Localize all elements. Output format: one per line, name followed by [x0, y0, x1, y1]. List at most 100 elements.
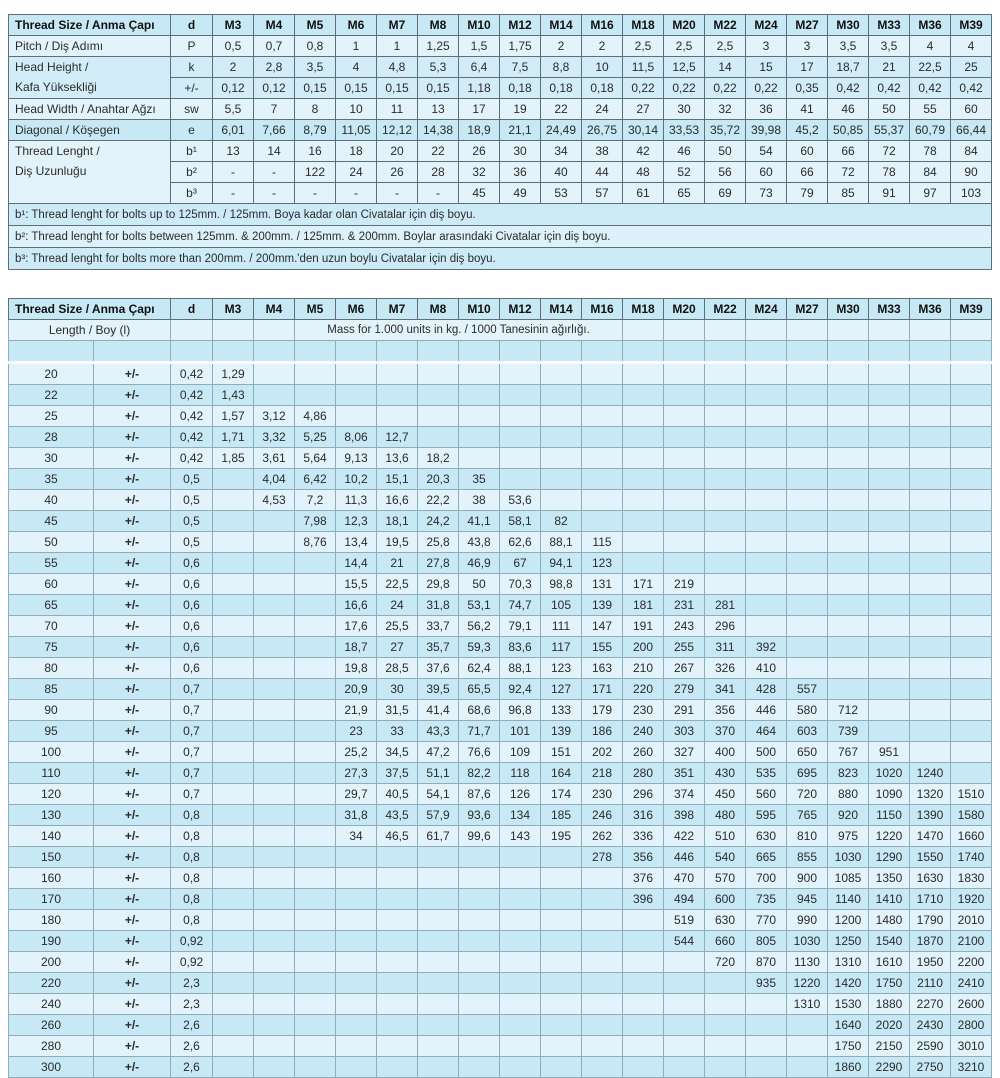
mass-value-cell: 147	[581, 615, 623, 637]
spec-value-cell: 60	[786, 140, 828, 162]
mass-value-cell	[499, 909, 541, 931]
mass-value-cell: 31,5	[376, 699, 418, 721]
mass-value-cell	[827, 340, 869, 364]
d-cell: 0,7	[170, 699, 213, 721]
mass-value-cell	[663, 972, 705, 994]
mass-value-cell	[622, 1035, 664, 1057]
mass-value-cell: 50	[458, 573, 500, 595]
mass-value-cell: 951	[868, 741, 910, 763]
mass-value-cell: 1750	[827, 1035, 869, 1057]
mass-value-cell	[704, 340, 746, 364]
mass-value-cell	[335, 384, 377, 406]
spec-value-cell: 10	[335, 98, 377, 120]
tolerance-cell: +/-	[93, 573, 171, 595]
mass-value-cell: 3210	[950, 1056, 992, 1078]
mass-value-cell	[909, 426, 951, 448]
mass-value-cell	[294, 993, 336, 1015]
mass-value-cell	[212, 340, 254, 364]
mass-value-cell: 71,7	[458, 720, 500, 742]
mass-value-cell: 118	[499, 762, 541, 784]
mass-value-cell: 87,6	[458, 783, 500, 805]
d-cell: 0,7	[170, 741, 213, 763]
mass-value-cell: 398	[663, 804, 705, 826]
spec-value-cell: 2,8	[253, 56, 295, 78]
mass-value-cell	[868, 720, 910, 742]
spec-value-cell: 46	[827, 98, 869, 120]
mass-value-cell	[868, 510, 910, 532]
spec-value-cell: 3,5	[827, 35, 869, 57]
mass-row: 260 +/- 2,6 1640 2020 2430 2800	[8, 1014, 992, 1036]
mass-value-cell	[212, 867, 254, 889]
mass-value-cell: 58,1	[499, 510, 541, 532]
mass-value-cell	[581, 1014, 623, 1036]
mass-value-cell: 30	[376, 678, 418, 700]
spec-value-cell: 0,15	[294, 77, 336, 99]
mass-value-cell	[212, 1014, 254, 1036]
length-cell	[8, 340, 94, 364]
mass-value-cell: 1200	[827, 909, 869, 931]
mass-value-cell	[376, 888, 418, 910]
mass-value-cell: 1420	[827, 972, 869, 994]
mass-row: 22 +/- 0,42 1,43	[8, 384, 992, 406]
mass-value-cell	[868, 531, 910, 553]
mass-value-cell	[950, 405, 992, 427]
spec-value-cell: 14,38	[417, 119, 459, 141]
mass-value-cell: 1750	[868, 972, 910, 994]
mass-row: 28 +/- 0,42 1,71 3,32 5,25 8,06 12,7	[8, 426, 992, 448]
spec-row: Head Height / Kafa Yüksekliği k 2 2,8 3,5 4 4,8…	[8, 56, 992, 99]
mass-value-cell: 41,1	[458, 510, 500, 532]
mass-value-cell	[745, 594, 787, 616]
tolerance-cell: +/-	[93, 720, 171, 742]
spec-value-cell: 2	[212, 56, 254, 78]
mass-row: 95 +/- 0,7 23 33 43,3 71,7 101 139 186 240 303 370 46…	[8, 720, 992, 742]
spec-value-cell: 8	[294, 98, 336, 120]
mass-value-cell	[827, 426, 869, 448]
mass-value-cell	[950, 615, 992, 637]
spec-value-cell: 32	[458, 161, 500, 183]
mass-value-cell: 171	[622, 573, 664, 595]
mass-value-cell	[704, 573, 746, 595]
mass-value-cell: 59,3	[458, 636, 500, 658]
mass-value-cell	[827, 447, 869, 469]
mass-value-cell	[294, 552, 336, 574]
mass-value-cell	[581, 405, 623, 427]
mass-value-cell	[950, 468, 992, 490]
mass-value-cell	[417, 888, 459, 910]
mass-value-cell: 47,2	[417, 741, 459, 763]
spec-symbol: sw	[170, 98, 213, 120]
mass-value-cell: 720	[704, 951, 746, 973]
spec-value-cell: 60,79	[909, 119, 951, 141]
size-column-header: M27	[786, 14, 828, 36]
spec-row-label: Diagonal / Köşegen	[8, 119, 171, 141]
mass-value-cell: 428	[745, 678, 787, 700]
mass-value-cell	[540, 888, 582, 910]
length-cell: 100	[8, 741, 94, 763]
mass-value-cell: 37,6	[417, 657, 459, 679]
mass-value-cell: 805	[745, 930, 787, 952]
mass-value-cell: 446	[663, 846, 705, 868]
mass-value-cell	[294, 720, 336, 742]
footnote-text: b³: Thread lenght for bolts more than 20…	[8, 247, 992, 270]
mass-value-cell: 1410	[868, 888, 910, 910]
spec-value-cell: 0,7	[253, 35, 295, 57]
tolerance-cell: +/-	[93, 384, 171, 406]
mass-value-cell: 7,98	[294, 510, 336, 532]
mass-value-cell	[827, 594, 869, 616]
mass-value-cell	[540, 468, 582, 490]
size-column-header: M4	[253, 298, 295, 320]
mass-value-cell	[663, 405, 705, 427]
mass-value-cell: 1,71	[212, 426, 254, 448]
mass-value-cell: 10,2	[335, 468, 377, 490]
mass-value-cell	[786, 636, 828, 658]
mass-value-cell	[499, 888, 541, 910]
mass-value-cell	[909, 720, 951, 742]
mass-value-cell	[786, 468, 828, 490]
mass-value-cell	[540, 846, 582, 868]
mass-value-cell	[212, 762, 254, 784]
spec-value-cell: 49	[499, 182, 541, 204]
thread-size-corner-label: Thread Size / Anma Çapı	[8, 14, 171, 36]
mass-value-cell	[950, 657, 992, 679]
mass-value-cell: 171	[581, 678, 623, 700]
mass-value-cell	[950, 741, 992, 763]
spec-value-cell: 84	[909, 161, 951, 183]
